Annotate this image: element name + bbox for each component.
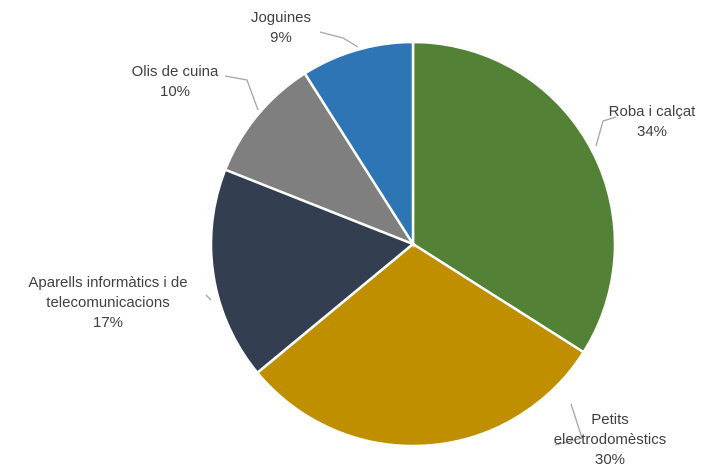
slice-category-label: Olis de cuina: [132, 63, 219, 80]
leader-lines-layer: [205, 31, 617, 446]
leader-line-roba-i-calcat: [595, 116, 617, 147]
slice-percent-label: 17%: [93, 314, 123, 331]
slice-category-label: Aparells informàtics i de: [28, 274, 187, 291]
slice-category-label: Joguines: [251, 9, 311, 26]
pie-slice-petits-electrodomestics: [255, 242, 586, 448]
leader-line-petits-electrodomestics: [554, 403, 583, 446]
pie-slice-olis-de-cuina: [223, 71, 417, 247]
slice-label-joguines: Joguines 9%: [251, 9, 311, 46]
labels-layer: Roba i calçat 34% Petits electrodomèstics 30…: [28, 9, 696, 468]
leader-line-aparells-informatics-i-de-telecomunicacions: [205, 294, 212, 301]
slice-percent-label: 10%: [160, 83, 190, 100]
pie-slice-aparells-informatics-i-de-telecomunicacions: [209, 168, 416, 375]
slice-label-petits-electrodomestics: Petits electrodomèstics 30%: [554, 411, 667, 468]
slice-category-label: electrodomèstics: [554, 431, 667, 448]
slice-percent-label: 34%: [637, 123, 667, 140]
leader-line-joguines: [319, 31, 359, 48]
slice-category-label: telecomunicacions: [46, 294, 169, 311]
pie-slice-joguines: [303, 40, 415, 249]
slice-label-roba-i-calcat: Roba i calçat 34%: [609, 103, 697, 140]
slice-percent-label: 30%: [595, 451, 625, 468]
slice-category-label: Roba i calçat: [609, 103, 697, 120]
slice-label-aparells-informatics-i-de-telecomunicacions: Aparells informàtics i de telecomunicacio…: [28, 274, 187, 331]
leader-line-olis-de-cuina: [224, 75, 259, 111]
slices-layer: [209, 40, 617, 448]
slice-percent-label: 9%: [270, 29, 292, 46]
slice-label-olis-de-cuina: Olis de cuina 10%: [132, 63, 219, 100]
slice-category-label: Petits: [591, 411, 629, 428]
